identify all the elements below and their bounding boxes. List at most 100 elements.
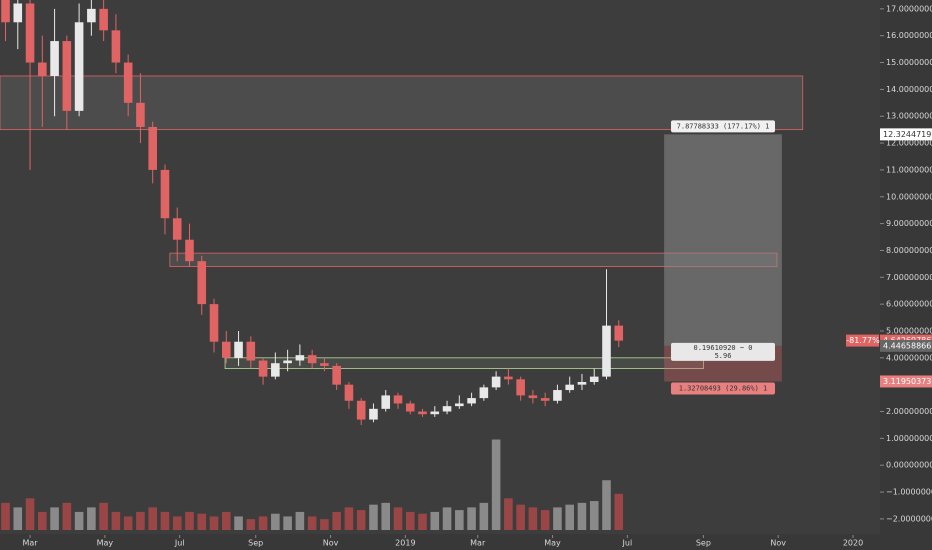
price-label: 4.44658866 bbox=[883, 341, 931, 350]
candle-body bbox=[99, 8, 108, 31]
candle-body bbox=[1, 0, 10, 23]
candle-body bbox=[602, 325, 611, 377]
candle-body bbox=[528, 395, 538, 399]
volume-bar bbox=[344, 507, 354, 530]
volume-bar bbox=[356, 510, 366, 530]
y-tick-label: 11.00000000 bbox=[886, 165, 932, 174]
candle-body bbox=[565, 384, 574, 391]
volume-bar bbox=[540, 510, 550, 530]
x-tick-label: May bbox=[97, 539, 114, 548]
volume-bar bbox=[160, 511, 170, 530]
volume-bar bbox=[491, 439, 501, 530]
candle-body bbox=[295, 355, 305, 361]
volume-bar bbox=[320, 519, 329, 530]
candle-body bbox=[50, 41, 59, 76]
target-label-bg bbox=[671, 120, 776, 133]
y-tick-label: 1.00000000 bbox=[886, 434, 932, 443]
volume-bar bbox=[99, 502, 108, 530]
volume-bar bbox=[442, 507, 452, 530]
y-tick-label: 6.00000000 bbox=[886, 300, 932, 309]
y-tick-label: 0.00000000 bbox=[886, 461, 932, 470]
candle-body bbox=[271, 363, 280, 377]
volume-bar bbox=[295, 511, 305, 530]
volume-bar bbox=[565, 504, 574, 530]
volume-bar bbox=[111, 511, 121, 530]
entry-label: 0.19610920 ~ 0 bbox=[694, 344, 753, 352]
candle-body bbox=[430, 411, 440, 415]
time-axis bbox=[0, 534, 932, 550]
price-axis bbox=[880, 0, 932, 550]
zone bbox=[0, 75, 804, 131]
volume-bar bbox=[123, 516, 133, 530]
price-label-bg bbox=[880, 375, 932, 388]
volume-bar bbox=[74, 511, 84, 530]
volume-bar bbox=[479, 502, 489, 530]
candle-body bbox=[479, 387, 489, 399]
x-tick-label: 2020 bbox=[843, 539, 863, 548]
candle-body bbox=[344, 384, 354, 401]
target-area bbox=[664, 134, 782, 346]
candle-body bbox=[369, 408, 378, 420]
volume-bar bbox=[87, 507, 96, 530]
price-label-bg bbox=[880, 339, 932, 352]
candle-body bbox=[62, 41, 72, 111]
candle-body bbox=[504, 376, 513, 380]
volume-bar bbox=[405, 511, 415, 530]
x-tick-label: Nov bbox=[323, 539, 339, 548]
volume-bar bbox=[577, 502, 587, 530]
volume-bar bbox=[38, 511, 47, 530]
x-tick-label: Sep bbox=[248, 539, 263, 548]
candle-body bbox=[516, 379, 525, 396]
entry-sub: 5.96 bbox=[715, 352, 732, 360]
candle-body bbox=[491, 376, 501, 388]
volume-bar bbox=[553, 507, 562, 530]
volume-bar bbox=[62, 502, 72, 530]
volume-bar bbox=[516, 504, 525, 530]
y-tick-label: 13.00000000 bbox=[886, 112, 932, 121]
x-tick-label: Jul bbox=[622, 539, 633, 548]
candle-body bbox=[614, 325, 624, 341]
price-label-bg bbox=[880, 128, 932, 141]
y-tick-label: 10.00000000 bbox=[886, 192, 932, 201]
x-tick-label: May bbox=[544, 539, 561, 548]
candle-body bbox=[185, 239, 194, 262]
candle-body bbox=[577, 381, 587, 385]
volume-bar bbox=[381, 502, 391, 530]
volume-bar bbox=[418, 513, 427, 530]
target-label: 7.87788333 (177.17%) 1 bbox=[677, 122, 770, 130]
candle-body bbox=[405, 403, 415, 412]
candle-body bbox=[25, 3, 35, 63]
y-tick-label: −1.00000000 bbox=[886, 488, 932, 497]
candle-body bbox=[136, 102, 145, 127]
candle-body bbox=[356, 400, 366, 420]
volume-bar bbox=[221, 511, 231, 530]
candle-body bbox=[307, 355, 317, 364]
zone bbox=[224, 357, 704, 369]
candle-body bbox=[172, 218, 182, 240]
candle-body bbox=[246, 341, 256, 361]
y-tick-label: 16.00000000 bbox=[886, 31, 932, 40]
x-tick-label: 2019 bbox=[395, 539, 415, 548]
candle-body bbox=[87, 8, 96, 23]
volume-bar bbox=[1, 502, 10, 530]
x-tick-label: Nov bbox=[770, 539, 786, 548]
volume-bar bbox=[369, 504, 378, 530]
y-tick-label: 8.00000000 bbox=[886, 246, 932, 255]
volume-bar bbox=[50, 507, 59, 530]
y-tick-label: 14.00000000 bbox=[886, 85, 932, 94]
candle-body bbox=[111, 30, 121, 63]
candle-body bbox=[442, 406, 452, 412]
volume-bar bbox=[307, 516, 317, 530]
candle-body bbox=[283, 360, 292, 364]
candle-body bbox=[234, 341, 243, 358]
volume-bar bbox=[136, 511, 145, 530]
stop-label-bg bbox=[671, 382, 776, 395]
entry-label-bg bbox=[671, 342, 776, 361]
volume-bar bbox=[332, 511, 341, 530]
y-tick-label: 5.00000000 bbox=[886, 326, 932, 335]
volume-bar bbox=[455, 510, 464, 530]
candle-body bbox=[540, 398, 550, 401]
volume-bar bbox=[185, 511, 194, 530]
x-tick-label: Jul bbox=[174, 539, 185, 548]
